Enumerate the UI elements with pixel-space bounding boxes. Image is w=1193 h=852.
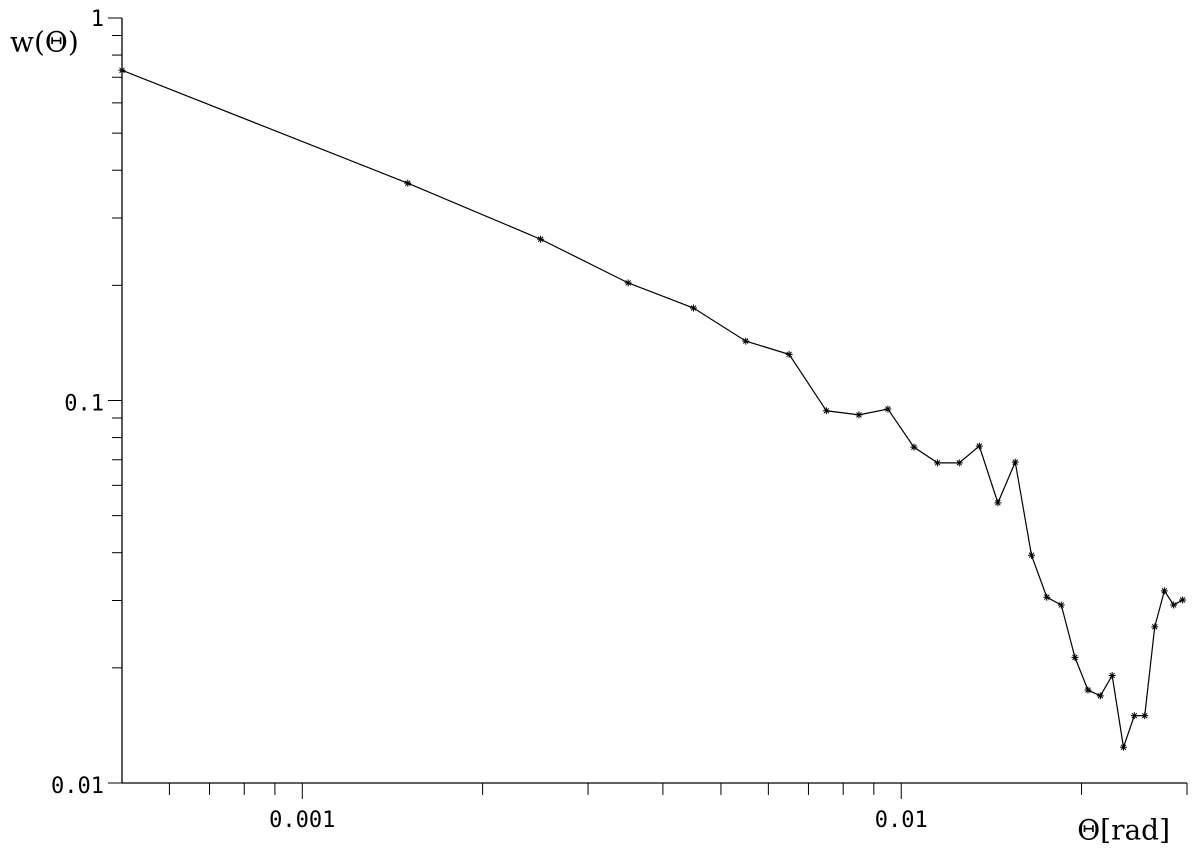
data-point: [1130, 712, 1138, 720]
data-line: [121, 69, 1183, 748]
data-point: [955, 459, 963, 467]
data-point: [855, 411, 863, 419]
x-tick-label: 0.001: [269, 808, 335, 833]
data-point: [1057, 601, 1065, 609]
data-point: [884, 405, 892, 413]
data-point: [1141, 712, 1149, 720]
data-point: [1160, 587, 1168, 595]
data-point: [1179, 596, 1187, 604]
data-point: [118, 66, 126, 74]
data-point: [1170, 601, 1178, 609]
data-point: [1108, 672, 1116, 680]
data-point: [404, 179, 412, 187]
data-point: [537, 235, 545, 243]
y-tick-label: 0.01: [51, 774, 104, 799]
data-point: [624, 279, 632, 287]
y-tick-label: 0.1: [64, 392, 104, 417]
data-point: [1011, 458, 1019, 466]
data-point: [1027, 551, 1035, 559]
data-point: [1096, 692, 1104, 700]
data-point: [1084, 686, 1092, 694]
data-point: [975, 442, 983, 450]
data-point: [1071, 653, 1079, 661]
data-point: [785, 350, 793, 358]
data-point: [690, 304, 698, 312]
y-tick-label: 1: [91, 7, 104, 32]
x-axis-label: Θ[rad]: [1077, 814, 1170, 847]
data-point: [1043, 593, 1051, 601]
data-point: [1151, 623, 1159, 631]
data-point: [822, 407, 830, 415]
data-point: [934, 459, 942, 467]
y-axis-label: w(Θ): [10, 26, 79, 59]
data-point: [994, 499, 1002, 507]
x-tick-label: 0.01: [875, 808, 928, 833]
data-point: [1119, 743, 1127, 751]
data-point: [910, 443, 918, 451]
data-point: [742, 337, 750, 345]
